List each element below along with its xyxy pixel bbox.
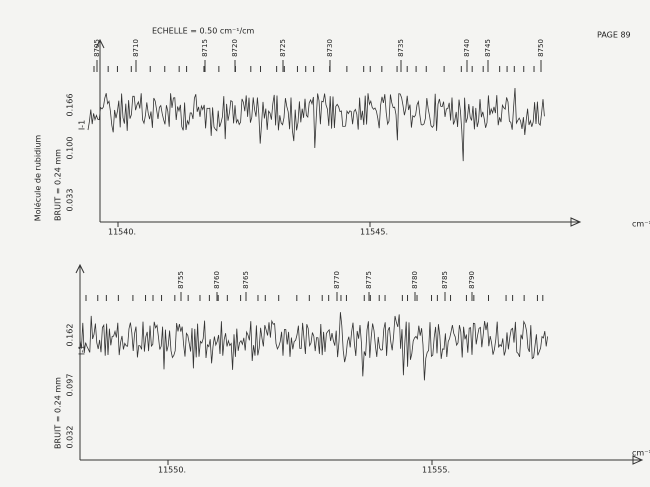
line-label: 8780 bbox=[411, 271, 419, 289]
line-label: 8760 bbox=[213, 271, 221, 289]
line-label: 8790 bbox=[468, 271, 476, 289]
page-number: PAGE 89 bbox=[597, 31, 631, 40]
line-label: 8740 bbox=[463, 39, 471, 57]
scale-label: ECHELLE = 0.50 cm⁻¹/cm bbox=[152, 27, 255, 36]
x-label: 11555. bbox=[422, 466, 450, 475]
x-label: 11550. bbox=[158, 466, 186, 475]
line-label: 8770 bbox=[333, 271, 341, 289]
line-label: 8710 bbox=[132, 39, 140, 57]
y-label: 0.033 bbox=[66, 189, 75, 212]
y-label: 0.162 bbox=[66, 324, 75, 347]
line-label: 8765 bbox=[242, 271, 250, 289]
noise-label: BRUIT = 0.24 mm bbox=[54, 149, 63, 221]
line-label: 8775 bbox=[365, 271, 373, 289]
x-label: 11545. bbox=[360, 228, 388, 237]
x-axis bbox=[80, 455, 644, 465]
y-axis bbox=[75, 263, 85, 460]
noise-label: BRUIT = 0.24 mm bbox=[54, 377, 63, 449]
line-label: 8785 bbox=[441, 271, 449, 289]
y-label: 0.097 bbox=[66, 374, 75, 397]
line-label: 8750 bbox=[537, 39, 545, 57]
panels: 11540. 11545. cm⁻¹ 0.166 0.100 0.033 I-1 BRUIT … bbox=[33, 38, 650, 475]
x-axis bbox=[100, 217, 582, 227]
spectrum-panel: 11540. 11545. cm⁻¹ 0.166 0.100 0.033 I-1 BRUIT … bbox=[33, 38, 650, 237]
line-label: 8745 bbox=[484, 39, 492, 57]
spectrum-panel: 11550. 11555. cm⁻¹ 0.162 0.097 0.032 I-1 BRUIT … bbox=[54, 263, 650, 475]
x-label: 11540. bbox=[108, 228, 136, 237]
line-label: 8735 bbox=[397, 39, 405, 57]
intensity-label: I-1 bbox=[78, 345, 87, 355]
unit-label: cm⁻¹ bbox=[632, 449, 650, 458]
unit-label: cm⁻¹ bbox=[632, 220, 650, 229]
y-label: 0.166 bbox=[66, 94, 75, 117]
line-label: 8755 bbox=[177, 271, 185, 289]
y-label: 0.032 bbox=[66, 426, 75, 449]
line-label: 8725 bbox=[279, 39, 287, 57]
spectrum-trace bbox=[79, 312, 548, 381]
molecule-label: Molécule de rubidium bbox=[33, 135, 43, 222]
line-label: 8715 bbox=[201, 39, 209, 57]
line-label: 8705 bbox=[93, 39, 101, 57]
intensity-label: I-1 bbox=[78, 120, 87, 130]
line-label: 8730 bbox=[326, 39, 334, 57]
y-axis bbox=[95, 38, 105, 222]
spectrum-trace bbox=[87, 87, 545, 162]
y-label: 0.100 bbox=[66, 137, 75, 160]
line-label: 8720 bbox=[231, 39, 239, 57]
